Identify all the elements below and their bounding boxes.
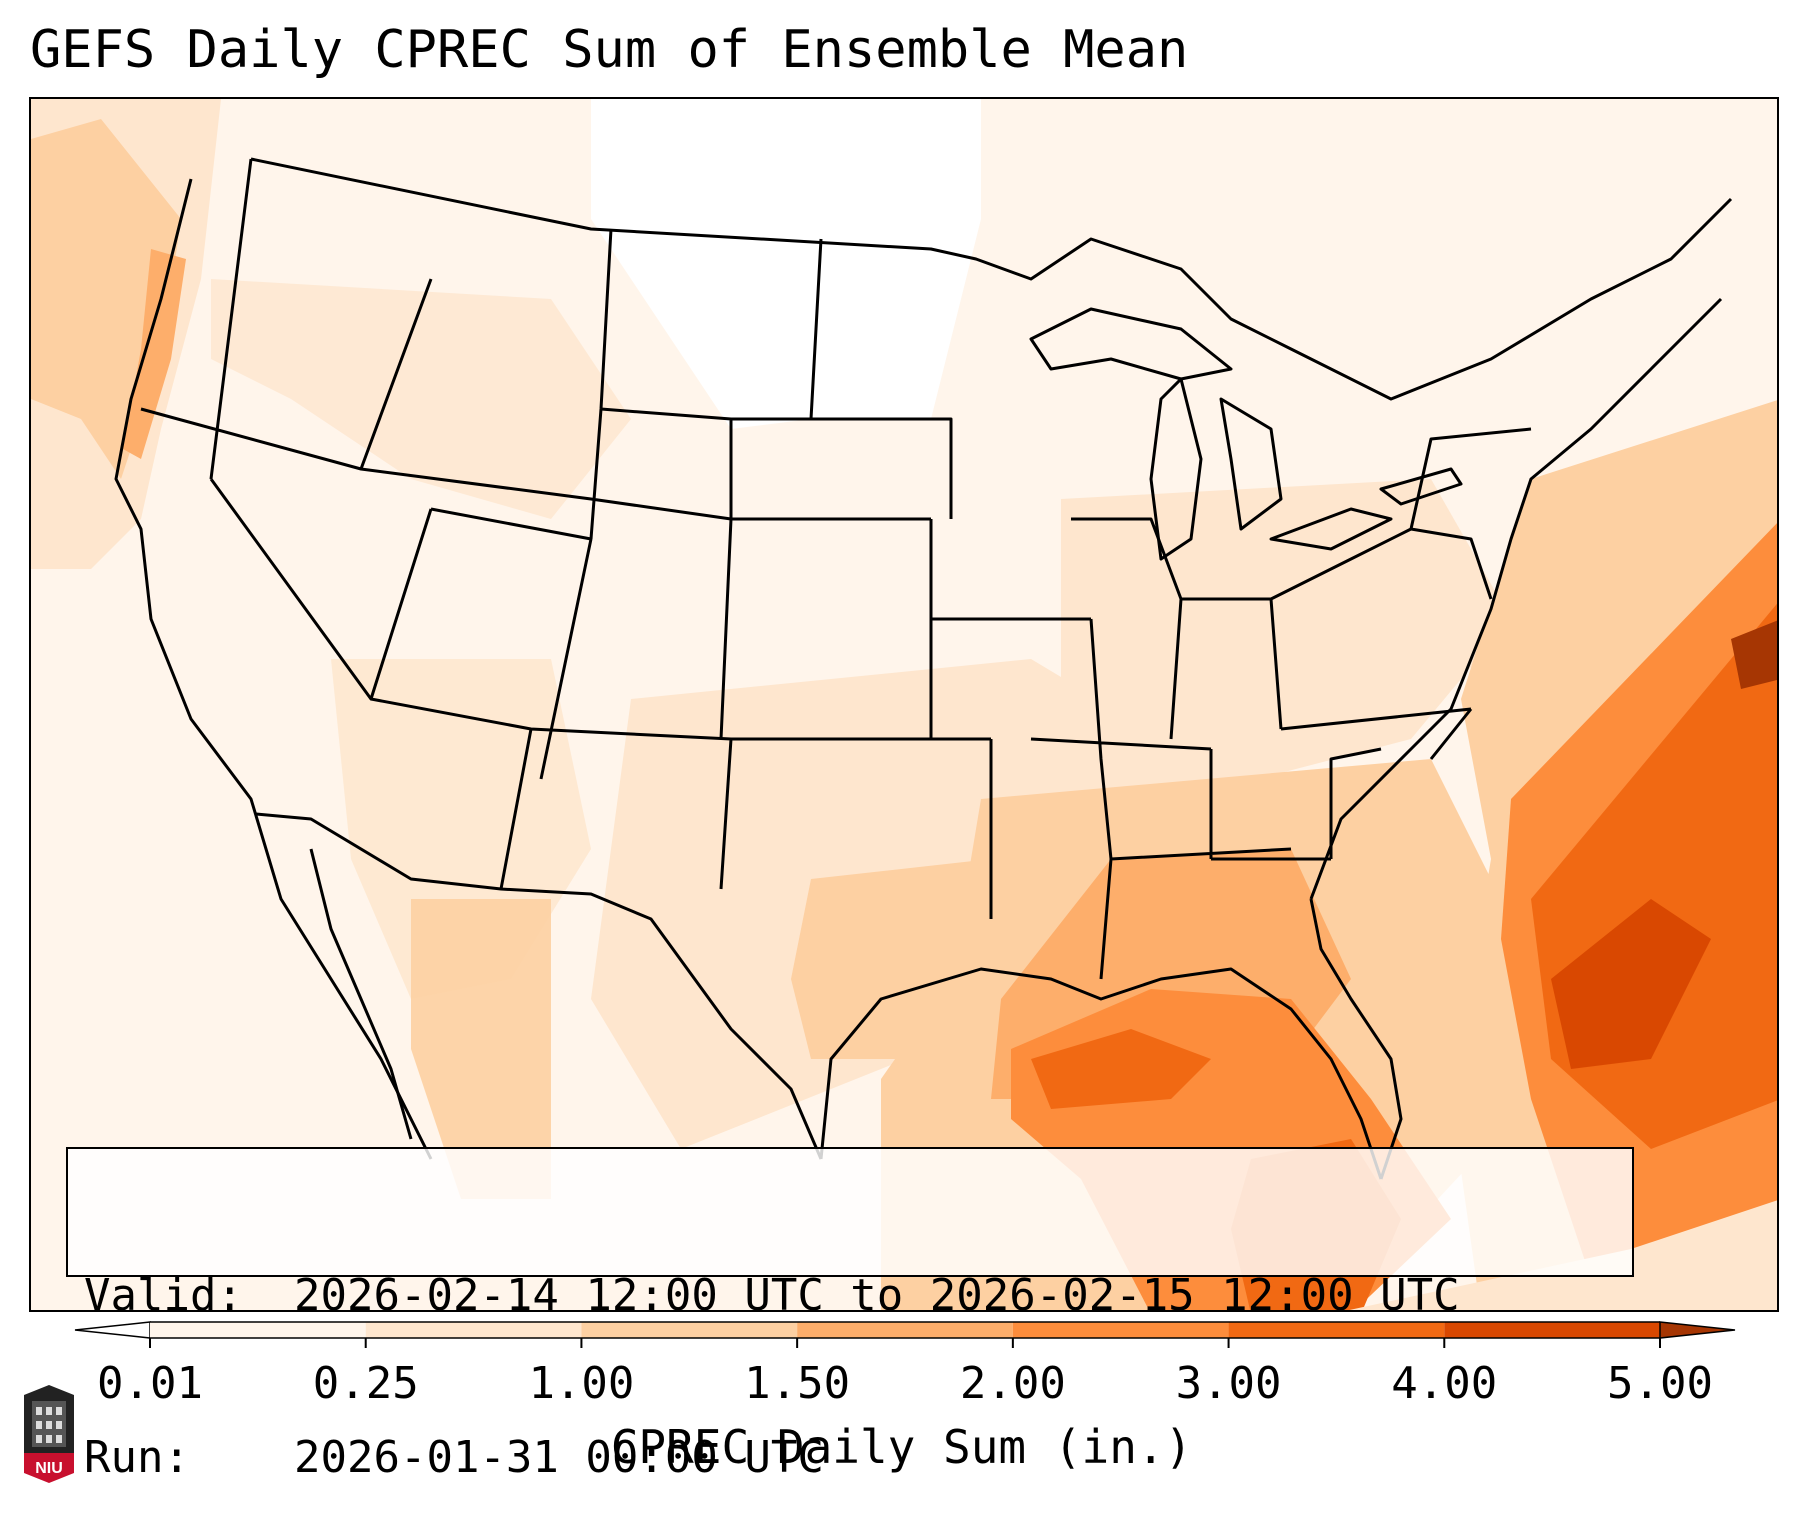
valid-label: Valid: [84, 1270, 243, 1321]
coast-east [1309, 297, 1723, 900]
colorbar-tick-label: 0.25 [313, 1358, 419, 1409]
colorbar-ticks: 0.01 0.25 1.00 1.50 2.00 3.00 4.00 5.00 [97, 1338, 1713, 1409]
colorbar-cell [365, 1322, 582, 1338]
colorbar-tick-label: 2.00 [960, 1358, 1066, 1409]
niu-logo: NIU [24, 1385, 74, 1483]
colorbar-cells [74, 1321, 1736, 1339]
colorbar-frame [150, 1321, 1660, 1339]
colorbar-tick-label: 1.00 [528, 1358, 634, 1409]
colorbar-label: CPREC Daily Sum (in.) [610, 1420, 1193, 1474]
lake-huron [1219, 397, 1283, 531]
colorbar-tick-label: 5.00 [1607, 1358, 1713, 1409]
colorbar-tick-label: 3.00 [1176, 1358, 1282, 1409]
lake-erie [1269, 507, 1393, 551]
state-lines-central [811, 417, 1292, 980]
coast-west [114, 178, 433, 1160]
colorbar: 0.01 0.25 1.00 1.50 2.00 3.00 4.00 5.00 [74, 1321, 1736, 1409]
precip-caribbean-light [1349, 1200, 1777, 1310]
precip-atlantic-max [1551, 899, 1711, 1069]
precip-mexico-patch [411, 899, 551, 1199]
precip-northern-plains-dry [591, 99, 981, 429]
colorbar-under-arrow [74, 1321, 151, 1339]
colorbar-cell [581, 1322, 798, 1338]
map-panel [29, 97, 1779, 1312]
precip-west-patch [211, 279, 631, 519]
run-value: 2026-01-31 00:00 UTC [294, 1432, 824, 1483]
colorbar-cell [1444, 1322, 1660, 1338]
precipitation-map [31, 99, 1777, 1310]
colorbar-cell [1012, 1322, 1229, 1338]
precip-atlantic-peak [1731, 620, 1777, 689]
coast-florida [1309, 898, 1403, 1180]
coast-baja [309, 848, 413, 1140]
info-box: Valid: 2026-02-14 12:00 UTC to 2026-02-15… [66, 1147, 1634, 1483]
lake-ontario [1379, 467, 1463, 506]
valid-line: Valid: 2026-02-14 12:00 UTC to 2026-02-15… [84, 1269, 1632, 1323]
lake-michigan [1149, 377, 1203, 561]
logo-text: NIU [35, 1460, 63, 1477]
colorbar-tick-label: 1.50 [744, 1358, 850, 1409]
lake-superior [1029, 307, 1233, 381]
state-lines-east [1211, 427, 1532, 861]
precip-oregon-coast [123, 249, 186, 459]
colorbar-cell [150, 1322, 366, 1338]
precip-louisiana-max [1031, 1029, 1211, 1109]
colorbar-over-arrow [1659, 1321, 1736, 1339]
colorbar-tick-label: 0.01 [97, 1358, 203, 1409]
run-line: Run: 2026-01-31 00:00 UTC [84, 1431, 1632, 1485]
valid-value: 2026-02-14 12:00 UTC to 2026-02-15 12:00… [294, 1270, 1460, 1321]
page-title: GEFS Daily CPREC Sum of Ensemble Mean [30, 20, 1189, 80]
coast-gulf [819, 967, 1383, 1180]
colorbar-tick-label: 4.00 [1391, 1358, 1497, 1409]
border-us-mexico [255, 812, 823, 1160]
boundaries [114, 157, 1733, 1180]
border-us-canada [250, 157, 1733, 401]
colorbar-cell [797, 1322, 1013, 1338]
colorbar-cell [1228, 1322, 1445, 1338]
run-label: Run: [84, 1432, 190, 1483]
